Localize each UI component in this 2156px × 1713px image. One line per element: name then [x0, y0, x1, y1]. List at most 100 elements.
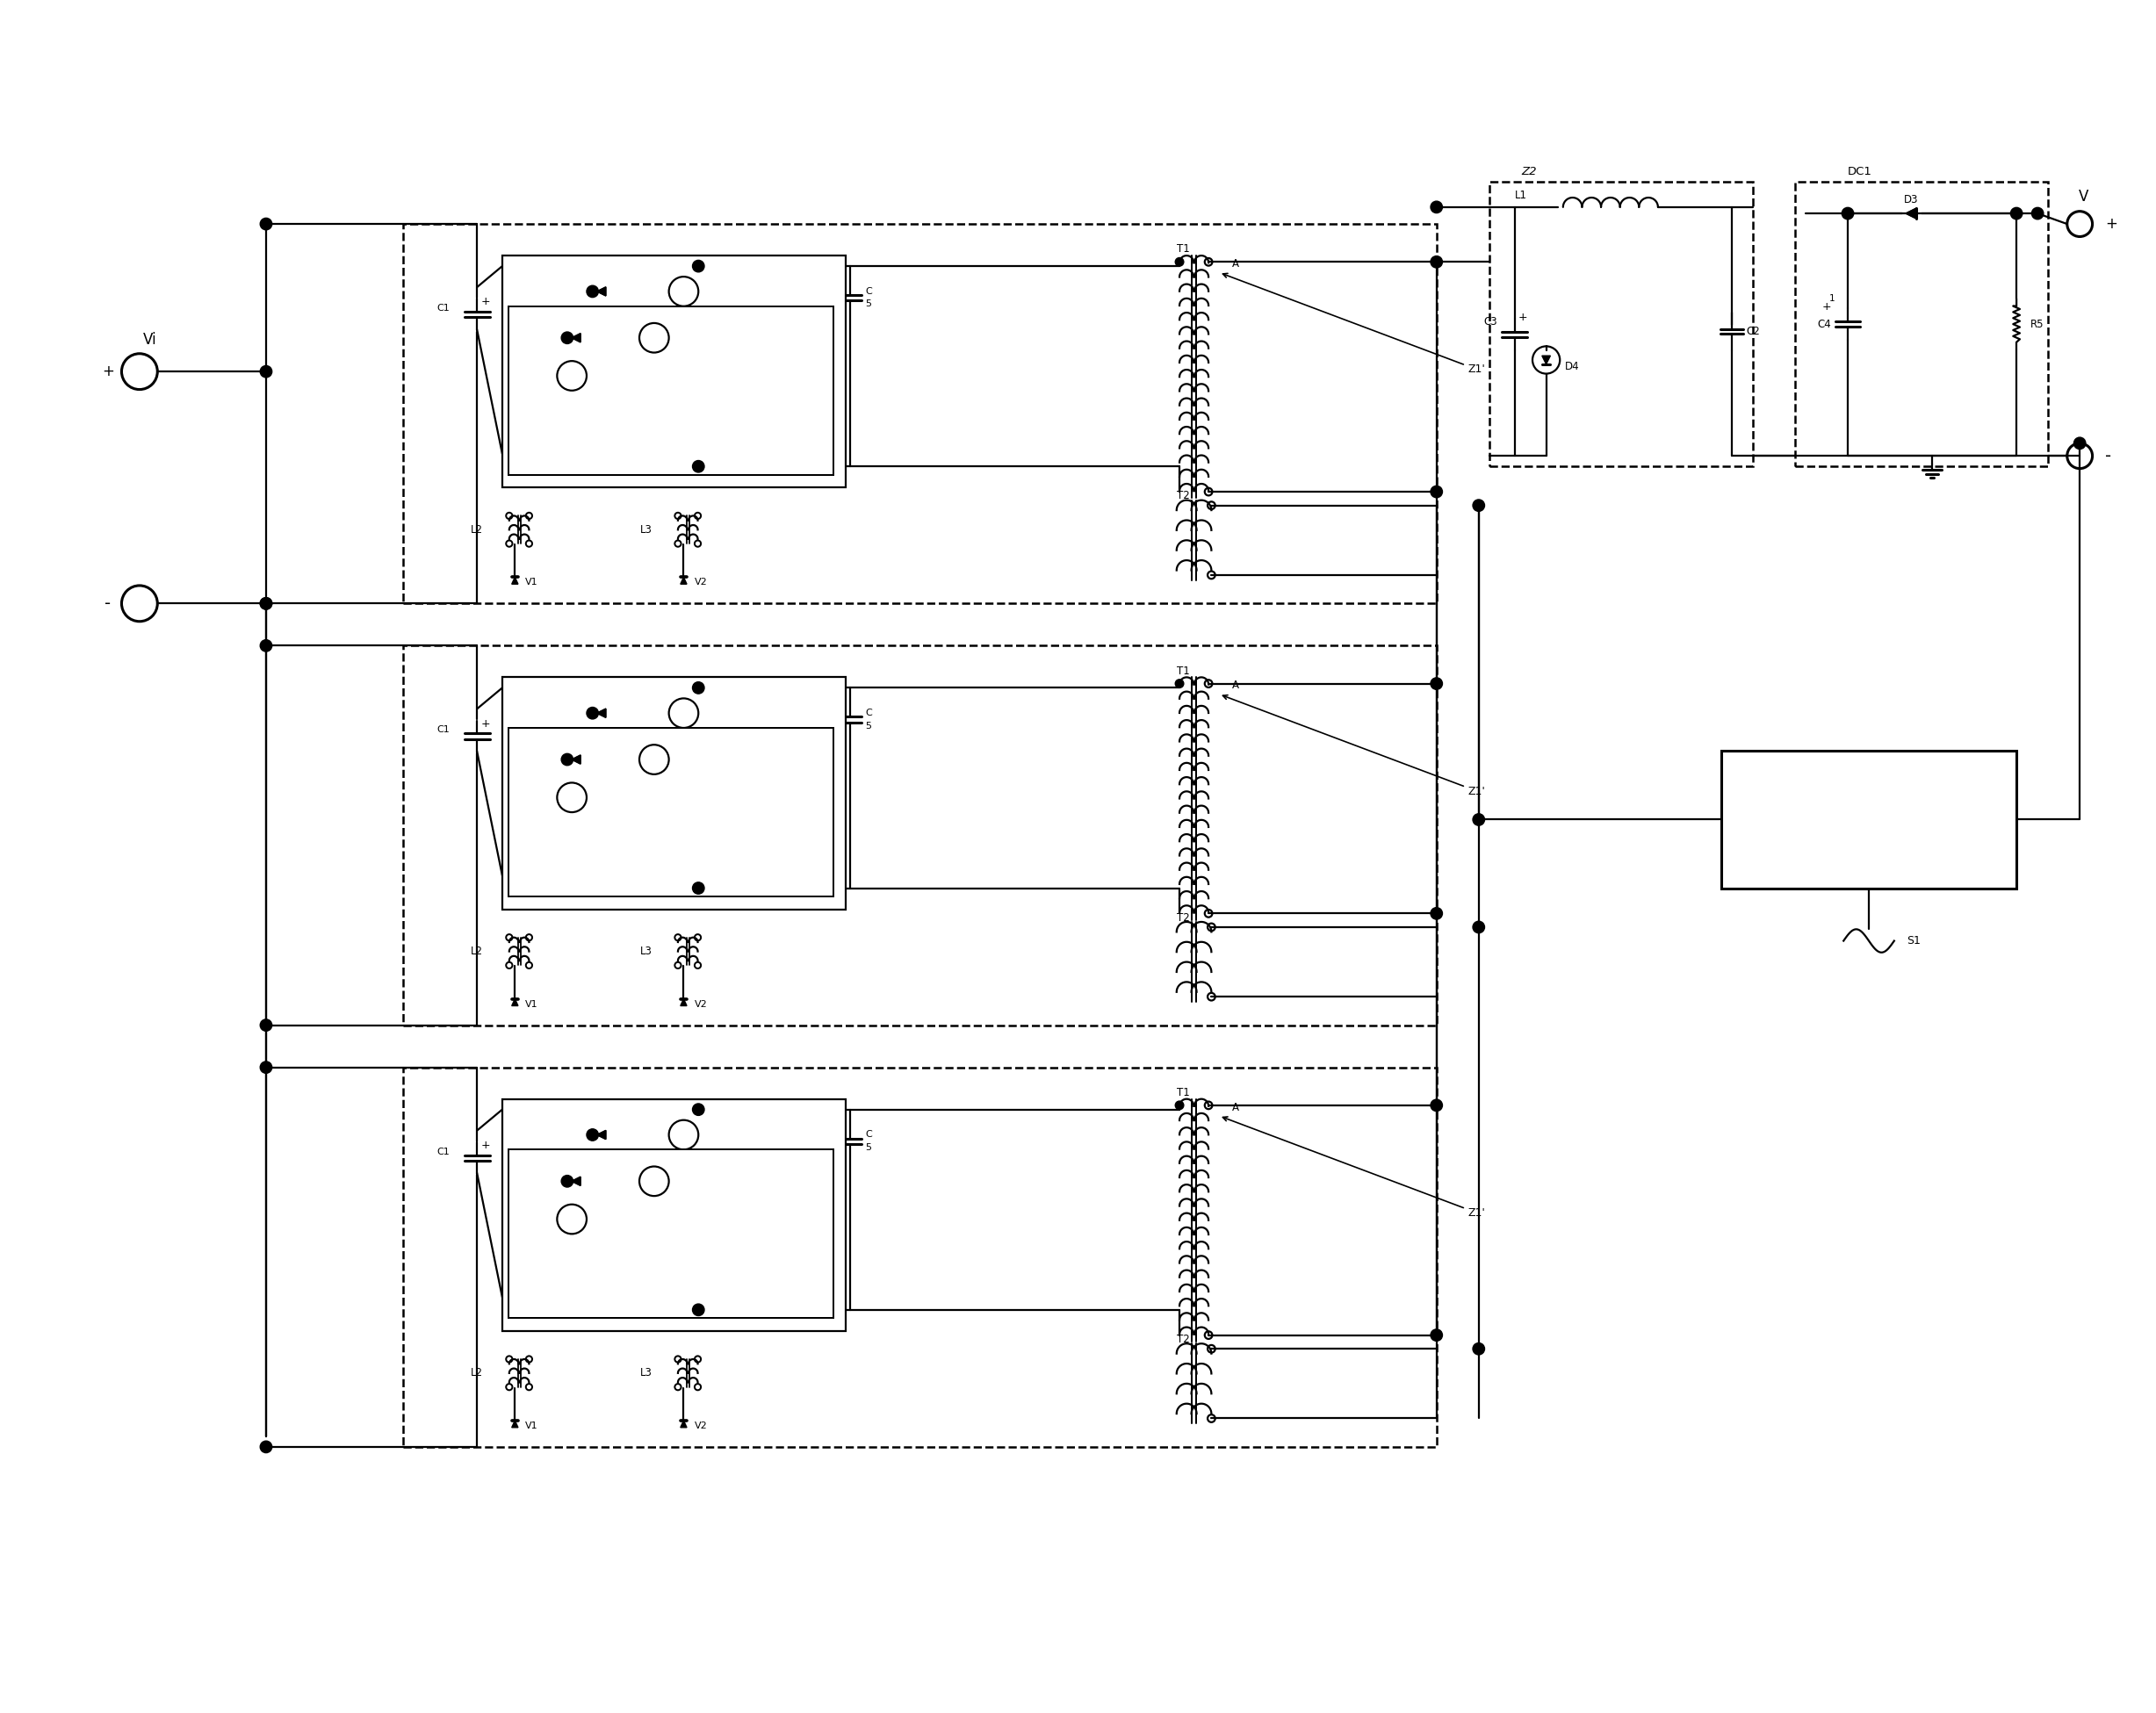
Text: V1: V1 — [526, 1422, 539, 1430]
Circle shape — [261, 365, 272, 377]
Text: C: C — [865, 709, 871, 718]
Text: C1: C1 — [436, 1148, 451, 1156]
Text: Q: Q — [573, 1213, 582, 1221]
Text: Q: Q — [673, 749, 679, 757]
Text: L3: L3 — [640, 1367, 651, 1379]
Text: DC1: DC1 — [1848, 166, 1871, 176]
Polygon shape — [681, 577, 688, 584]
Text: Q: Q — [673, 327, 679, 336]
Text: 4: 4 — [586, 1227, 593, 1235]
Circle shape — [1473, 814, 1485, 826]
Text: R3: R3 — [535, 742, 545, 750]
Circle shape — [1432, 908, 1442, 920]
Circle shape — [561, 754, 573, 766]
Text: Z1': Z1' — [1222, 1117, 1485, 1218]
Text: Z2: Z2 — [1520, 166, 1537, 176]
Circle shape — [692, 260, 705, 272]
Circle shape — [1432, 486, 1442, 498]
Polygon shape — [571, 334, 580, 343]
Polygon shape — [681, 999, 688, 1006]
Text: C4: C4 — [1818, 319, 1830, 331]
Circle shape — [692, 461, 705, 473]
Polygon shape — [571, 1177, 580, 1185]
Text: D3: D3 — [1904, 194, 1919, 206]
Circle shape — [261, 1441, 272, 1453]
Circle shape — [261, 218, 272, 230]
Text: R4: R4 — [606, 320, 619, 329]
Circle shape — [692, 682, 705, 694]
Circle shape — [261, 639, 272, 651]
Circle shape — [1841, 207, 1854, 219]
Bar — [403, 646, 1436, 1024]
Text: 4: 4 — [586, 384, 593, 392]
Text: R2: R2 — [634, 274, 645, 283]
Bar — [1490, 182, 1753, 466]
Text: 3: 3 — [673, 339, 677, 348]
Circle shape — [261, 1019, 272, 1031]
Text: R3: R3 — [535, 320, 545, 329]
Text: V2: V2 — [694, 1000, 707, 1009]
Circle shape — [1473, 922, 1485, 934]
Text: C2: C2 — [1746, 325, 1759, 337]
Text: Q: Q — [573, 791, 582, 800]
Polygon shape — [681, 1420, 688, 1427]
Polygon shape — [1906, 209, 1917, 219]
Polygon shape — [597, 1131, 606, 1139]
Polygon shape — [511, 1420, 517, 1427]
Text: C1: C1 — [436, 303, 451, 313]
Text: R4: R4 — [606, 1163, 619, 1172]
Text: T2: T2 — [1177, 911, 1190, 923]
Text: C3: C3 — [1483, 317, 1498, 327]
Bar — [502, 255, 845, 488]
Text: Z1': Z1' — [1222, 695, 1485, 797]
Text: S1: S1 — [1906, 935, 1921, 947]
Circle shape — [692, 1103, 705, 1115]
Text: 5: 5 — [865, 1143, 871, 1151]
Circle shape — [586, 286, 599, 298]
Polygon shape — [511, 999, 517, 1006]
Text: Z1': Z1' — [1222, 274, 1485, 375]
Circle shape — [1175, 680, 1184, 689]
Text: +: + — [2104, 216, 2117, 231]
Text: CONTROL CIRCUIT: CONTROL CIRCUIT — [1822, 797, 1917, 809]
Bar — [509, 1149, 834, 1319]
Text: +: + — [101, 363, 114, 380]
Polygon shape — [597, 288, 606, 296]
Text: +: + — [481, 718, 489, 730]
Circle shape — [1175, 1101, 1184, 1110]
Circle shape — [1473, 1343, 1485, 1355]
Text: Q: Q — [701, 1124, 709, 1132]
Text: R4: R4 — [606, 742, 619, 750]
Text: +: + — [1822, 301, 1830, 313]
Circle shape — [261, 598, 272, 610]
Text: -: - — [2104, 447, 2111, 464]
Text: A: A — [1231, 259, 1240, 269]
Text: T2: T2 — [1177, 1334, 1190, 1345]
Circle shape — [1432, 200, 1442, 212]
Text: Vi: Vi — [142, 332, 157, 348]
Text: V-FB: V-FB — [1856, 827, 1880, 838]
Text: Q2: Q2 — [617, 327, 630, 336]
Text: Q: Q — [701, 702, 709, 711]
Circle shape — [1175, 257, 1184, 266]
Circle shape — [1432, 1329, 1442, 1341]
Polygon shape — [571, 1177, 580, 1185]
Bar — [403, 1067, 1436, 1447]
Bar — [403, 224, 1436, 603]
Text: V: V — [2078, 188, 2089, 204]
Circle shape — [2031, 207, 2044, 219]
Circle shape — [261, 598, 272, 610]
Text: 1: 1 — [701, 714, 707, 723]
Text: Q: Q — [673, 1170, 679, 1179]
Polygon shape — [571, 334, 580, 343]
Text: D4: D4 — [1565, 360, 1580, 372]
Text: -: - — [106, 594, 110, 612]
Circle shape — [692, 1304, 705, 1316]
Circle shape — [1432, 678, 1442, 690]
Text: 4: 4 — [586, 805, 593, 814]
Text: A: A — [1231, 680, 1240, 692]
Text: Q2: Q2 — [617, 1170, 630, 1179]
Text: V1: V1 — [526, 1000, 539, 1009]
Text: 1: 1 — [701, 1136, 707, 1144]
Text: V2: V2 — [694, 577, 707, 588]
